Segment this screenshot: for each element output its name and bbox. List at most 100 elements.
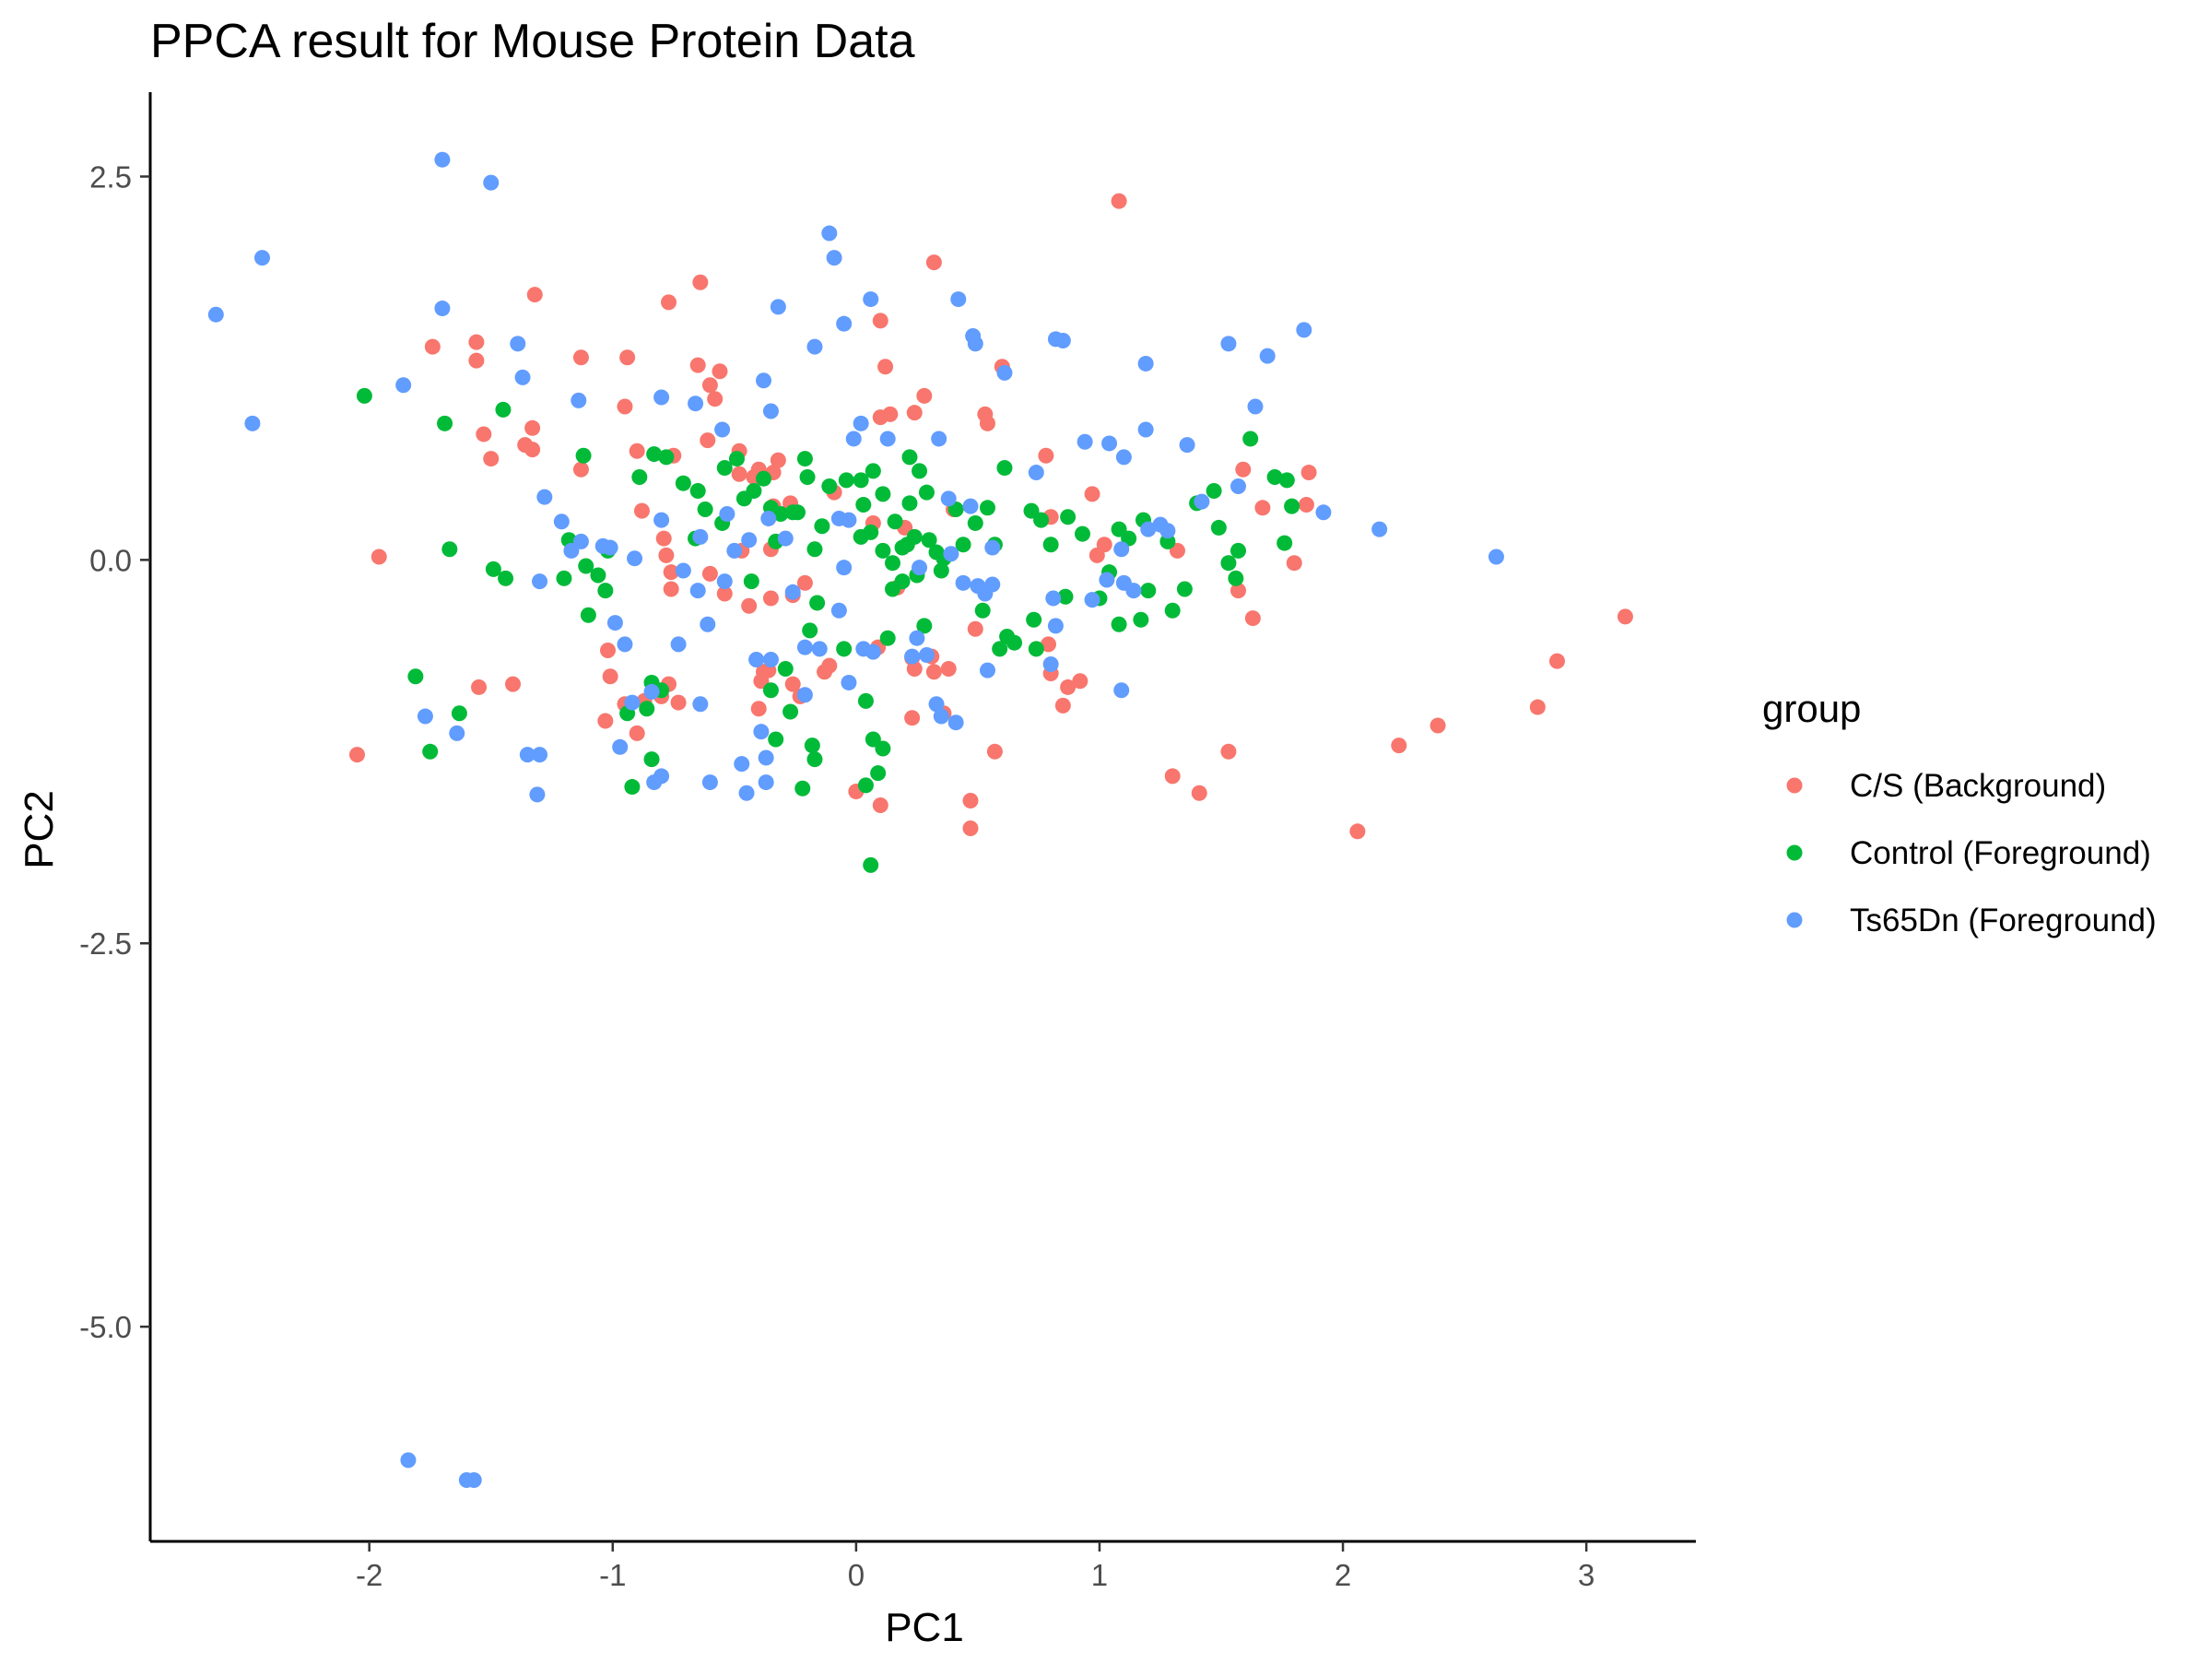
- data-point: [916, 387, 933, 404]
- data-point: [726, 542, 743, 559]
- data-point: [1045, 590, 1062, 607]
- data-point: [597, 713, 614, 729]
- data-point: [796, 687, 813, 703]
- x-tick-label: 1: [1091, 1558, 1108, 1592]
- data-point: [925, 254, 942, 271]
- data-point: [996, 460, 1013, 477]
- data-point: [422, 743, 439, 760]
- data-point: [1113, 541, 1130, 558]
- data-point: [1391, 738, 1407, 754]
- data-point: [760, 510, 777, 526]
- data-point: [624, 779, 641, 796]
- data-point: [872, 313, 888, 329]
- data-point: [817, 664, 833, 680]
- data-point: [606, 615, 623, 631]
- data-point: [400, 1452, 417, 1469]
- data-point: [809, 595, 826, 611]
- data-point: [1101, 435, 1118, 452]
- data-point: [688, 395, 704, 412]
- data-point: [782, 703, 799, 720]
- data-point: [719, 505, 735, 522]
- data-point: [875, 740, 891, 757]
- data-point: [407, 668, 424, 685]
- data-point: [1298, 496, 1314, 513]
- data-point: [1220, 743, 1237, 760]
- data-points: [207, 151, 1633, 1488]
- data-point: [789, 504, 806, 521]
- data-point: [1315, 504, 1332, 521]
- y-tick-label: -2.5: [79, 926, 132, 961]
- data-point: [1254, 500, 1271, 516]
- data-point: [1284, 498, 1300, 514]
- data-point: [514, 369, 531, 385]
- data-point: [468, 352, 485, 369]
- x-tick-label: 0: [848, 1558, 865, 1592]
- data-point: [571, 392, 587, 408]
- data-point: [692, 696, 709, 713]
- x-tick-label: -2: [356, 1558, 382, 1592]
- data-point: [940, 660, 957, 677]
- data-point: [1266, 469, 1283, 486]
- data-point: [716, 460, 733, 477]
- data-point: [884, 581, 900, 597]
- data-point: [1113, 682, 1130, 699]
- data-point: [784, 676, 801, 692]
- data-point: [836, 641, 853, 657]
- data-point: [476, 426, 492, 443]
- data-point: [1125, 583, 1142, 599]
- data-point: [627, 550, 643, 567]
- data-point: [1430, 717, 1446, 734]
- data-point: [756, 372, 772, 389]
- data-point: [738, 785, 755, 801]
- data-point: [741, 532, 758, 549]
- data-point: [906, 528, 923, 545]
- data-point: [697, 501, 713, 517]
- series-2: [356, 387, 1300, 873]
- data-point: [1026, 611, 1042, 628]
- data-point: [1230, 478, 1247, 495]
- legend-label: Ts65Dn (Foreground): [1850, 903, 2157, 938]
- data-point: [597, 583, 614, 599]
- data-point: [857, 692, 874, 709]
- data-point: [465, 1471, 482, 1488]
- data-point: [1084, 486, 1100, 502]
- data-point: [700, 432, 716, 449]
- data-point: [955, 537, 971, 553]
- data-point: [884, 555, 900, 572]
- legend-label: Control (Foreground): [1850, 835, 2151, 871]
- data-point: [784, 584, 801, 600]
- axes: -2 -1 0 1 2 3 2.5 0.0 -2.5 -5.0: [79, 92, 1696, 1592]
- data-point: [646, 446, 663, 463]
- data-point: [701, 774, 718, 791]
- data-point: [836, 560, 853, 576]
- data-point: [655, 530, 672, 547]
- data-point: [1300, 465, 1317, 481]
- data-point: [532, 747, 548, 763]
- data-point: [1349, 823, 1366, 840]
- data-point: [1371, 521, 1388, 537]
- data-point: [1054, 697, 1071, 714]
- data-point: [1210, 519, 1227, 536]
- data-point: [772, 505, 789, 522]
- data-point: [1235, 461, 1252, 478]
- data-point: [646, 774, 663, 791]
- data-point: [1488, 549, 1504, 565]
- data-point: [794, 780, 811, 797]
- data-point: [770, 452, 786, 468]
- data-point: [643, 683, 660, 700]
- data-point: [670, 636, 687, 653]
- data-point: [855, 496, 872, 513]
- data-point: [933, 708, 949, 725]
- data-point: [1047, 618, 1064, 634]
- data-point: [612, 738, 629, 755]
- data-point: [653, 389, 670, 406]
- data-point: [253, 250, 270, 266]
- data-point: [762, 590, 779, 607]
- legend-key: [1786, 912, 1803, 928]
- data-point: [701, 565, 718, 582]
- data-point: [505, 676, 522, 692]
- data-point: [1096, 537, 1112, 553]
- data-point: [1099, 572, 1115, 588]
- data-point: [371, 549, 387, 565]
- data-point: [734, 756, 750, 773]
